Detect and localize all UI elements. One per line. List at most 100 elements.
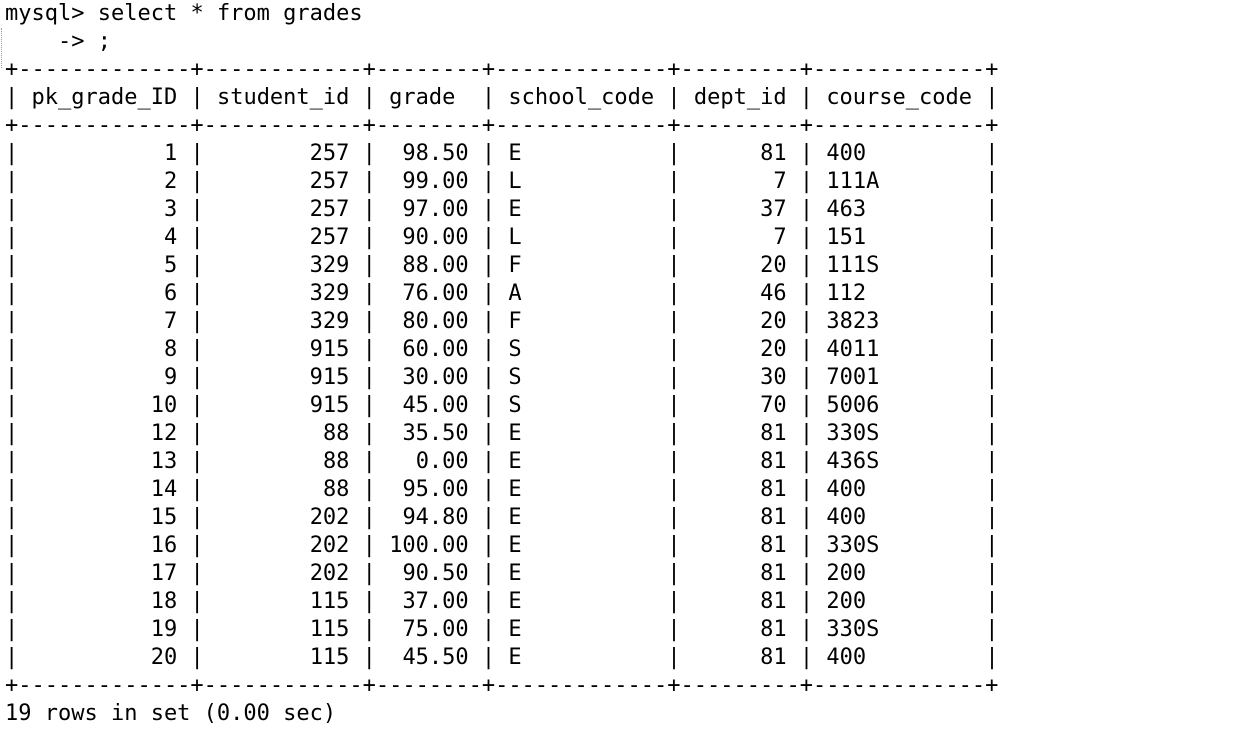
column-header-student-id: student_id <box>216 85 350 110</box>
cell-course-code: 400 <box>826 505 867 530</box>
cell-student-id: 257 <box>309 197 350 222</box>
cell-pk-grade-id: 13 <box>150 449 178 474</box>
cell-course-code: 4011 <box>826 337 880 362</box>
cell-school-code: S <box>508 365 522 390</box>
cell-school-code: E <box>508 477 522 502</box>
cell-student-id: 115 <box>309 617 350 642</box>
cell-dept-id: 7 <box>773 225 787 250</box>
table-row: | 16 | 202 | 100.00 | E | 81 | 330S | <box>5 533 999 558</box>
cell-dept-id: 81 <box>760 645 787 670</box>
cell-school-code: E <box>508 589 522 614</box>
table-row: | 20 | 115 | 45.50 | E | 81 | 400 | <box>5 645 999 670</box>
cell-course-code: 5006 <box>826 393 880 418</box>
cell-pk-grade-id: 1 <box>163 141 178 166</box>
table-row: | 18 | 115 | 37.00 | E | 81 | 200 | <box>5 589 999 614</box>
cell-grade: 90.50 <box>402 561 469 586</box>
cell-student-id: 202 <box>309 505 350 530</box>
cell-pk-grade-id: 6 <box>163 281 178 306</box>
cell-grade: 35.50 <box>402 421 469 446</box>
table-row: | 19 | 115 | 75.00 | E | 81 | 330S | <box>5 617 999 642</box>
cell-grade: 100.00 <box>389 533 469 558</box>
cell-dept-id: 81 <box>760 505 787 530</box>
cell-student-id: 329 <box>309 309 350 334</box>
cell-dept-id: 81 <box>760 141 787 166</box>
cell-grade: 37.00 <box>402 589 469 614</box>
column-header-school-code: school_code <box>508 85 655 110</box>
cell-dept-id: 37 <box>760 197 787 222</box>
cell-dept-id: 70 <box>760 393 787 418</box>
cell-grade: 45.00 <box>402 393 469 418</box>
cell-student-id: 329 <box>309 281 350 306</box>
column-header-grade: grade <box>389 85 456 110</box>
cell-course-code: 151 <box>826 225 867 250</box>
cell-dept-id: 20 <box>760 253 787 278</box>
cell-school-code: E <box>508 421 522 446</box>
cell-course-code: 200 <box>826 561 867 586</box>
cell-dept-id: 46 <box>760 281 787 306</box>
table-row: | 3 | 257 | 97.00 | E | 37 | 463 | <box>5 197 999 222</box>
cell-pk-grade-id: 19 <box>150 617 178 642</box>
cell-pk-grade-id: 5 <box>163 253 178 278</box>
cell-grade: 45.50 <box>402 645 469 670</box>
cell-dept-id: 81 <box>760 477 787 502</box>
table-row: | 6 | 329 | 76.00 | A | 46 | 112 | <box>5 281 999 306</box>
cell-grade: 99.00 <box>402 169 469 194</box>
continuation-prompt: -> <box>5 29 85 54</box>
cell-school-code: E <box>508 617 522 642</box>
cell-dept-id: 20 <box>760 309 787 334</box>
continuation-line: -> ; <box>5 28 999 56</box>
cell-dept-id: 7 <box>773 169 787 194</box>
cell-school-code: L <box>508 225 522 250</box>
table-row: | 14 | 88 | 95.00 | E | 81 | 400 | <box>5 477 999 502</box>
cell-grade: 60.00 <box>402 337 469 362</box>
table-row: | 10 | 915 | 45.00 | S | 70 | 5006 | <box>5 393 999 418</box>
table-border: +-------------+------------+--------+---… <box>5 113 999 138</box>
column-header-dept-id: dept_id <box>693 85 787 110</box>
cell-pk-grade-id: 20 <box>150 645 178 670</box>
cell-pk-grade-id: 18 <box>150 589 178 614</box>
cell-dept-id: 81 <box>760 533 787 558</box>
cell-student-id: 257 <box>309 225 350 250</box>
cell-course-code: 7001 <box>826 365 880 390</box>
cell-course-code: 330S <box>826 617 880 642</box>
cell-dept-id: 81 <box>760 421 787 446</box>
cell-student-id: 88 <box>322 477 350 502</box>
cell-school-code: E <box>508 505 522 530</box>
cell-course-code: 400 <box>826 645 867 670</box>
terminal-gutter-marker <box>1 28 3 68</box>
cell-course-code: 330S <box>826 533 880 558</box>
cell-dept-id: 30 <box>760 365 787 390</box>
cell-school-code: S <box>508 393 522 418</box>
cell-course-code: 400 <box>826 141 867 166</box>
cell-grade: 88.00 <box>402 253 469 278</box>
cell-course-code: 112 <box>826 281 867 306</box>
cell-pk-grade-id: 10 <box>150 393 178 418</box>
cell-pk-grade-id: 9 <box>163 365 178 390</box>
cell-grade: 94.80 <box>402 505 469 530</box>
cell-student-id: 915 <box>309 393 350 418</box>
cell-dept-id: 81 <box>760 617 787 642</box>
table-row: | 17 | 202 | 90.50 | E | 81 | 200 | <box>5 561 999 586</box>
cell-course-code: 330S <box>826 421 880 446</box>
table-header-row: | pk_grade_ID | student_id | grade | sch… <box>5 85 999 110</box>
cell-pk-grade-id: 15 <box>150 505 178 530</box>
cell-school-code: E <box>508 645 522 670</box>
cell-school-code: E <box>508 141 522 166</box>
result-table: +-------------+------------+--------+---… <box>5 56 999 700</box>
cell-course-code: 111S <box>826 253 880 278</box>
table-border: +-------------+------------+--------+---… <box>5 57 999 82</box>
cell-school-code: E <box>508 197 522 222</box>
cell-school-code: S <box>508 337 522 362</box>
cell-grade: 75.00 <box>402 617 469 642</box>
cell-grade: 95.00 <box>402 477 469 502</box>
result-footer: 19 rows in set (0.00 sec) <box>5 701 337 726</box>
cell-dept-id: 81 <box>760 449 787 474</box>
column-header-course-code: course_code <box>826 85 973 110</box>
cell-pk-grade-id: 17 <box>150 561 178 586</box>
cell-course-code: 400 <box>826 477 867 502</box>
cell-dept-id: 81 <box>760 561 787 586</box>
cell-student-id: 115 <box>309 589 350 614</box>
cell-student-id: 88 <box>322 421 350 446</box>
cell-school-code: E <box>508 561 522 586</box>
table-row: | 1 | 257 | 98.50 | E | 81 | 400 | <box>5 141 999 166</box>
